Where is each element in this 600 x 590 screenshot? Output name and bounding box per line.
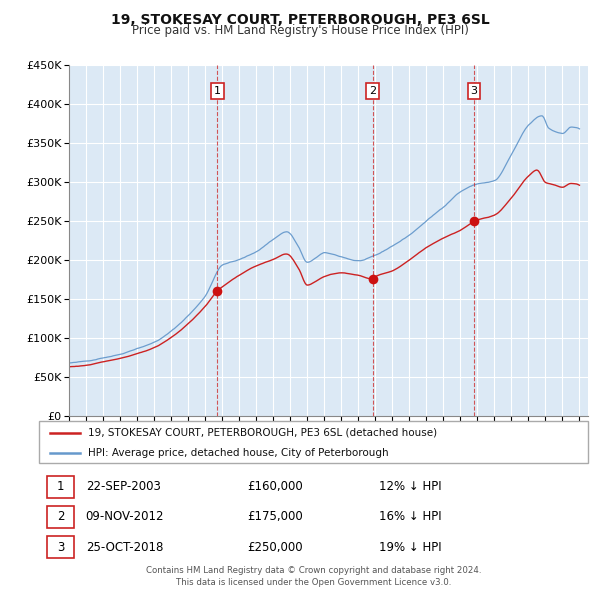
Text: 2: 2 [56, 510, 64, 523]
Text: 1: 1 [56, 480, 64, 493]
Text: 19, STOKESAY COURT, PETERBOROUGH, PE3 6SL (detached house): 19, STOKESAY COURT, PETERBOROUGH, PE3 6S… [88, 428, 437, 438]
Text: 22-SEP-2003: 22-SEP-2003 [86, 480, 161, 493]
Text: 09-NOV-2012: 09-NOV-2012 [86, 510, 164, 523]
Text: 16% ↓ HPI: 16% ↓ HPI [379, 510, 442, 523]
FancyBboxPatch shape [47, 536, 74, 558]
FancyBboxPatch shape [47, 506, 74, 528]
Text: Contains HM Land Registry data © Crown copyright and database right 2024.
This d: Contains HM Land Registry data © Crown c… [146, 566, 481, 586]
Text: 12% ↓ HPI: 12% ↓ HPI [379, 480, 442, 493]
Text: 1: 1 [214, 86, 221, 96]
Text: 19% ↓ HPI: 19% ↓ HPI [379, 540, 442, 553]
Text: 3: 3 [470, 86, 478, 96]
Text: 2: 2 [369, 86, 376, 96]
FancyBboxPatch shape [47, 476, 74, 497]
Text: Price paid vs. HM Land Registry's House Price Index (HPI): Price paid vs. HM Land Registry's House … [131, 24, 469, 37]
Text: £250,000: £250,000 [248, 540, 303, 553]
Text: 19, STOKESAY COURT, PETERBOROUGH, PE3 6SL: 19, STOKESAY COURT, PETERBOROUGH, PE3 6S… [110, 13, 490, 27]
Text: £175,000: £175,000 [248, 510, 304, 523]
Text: £160,000: £160,000 [248, 480, 304, 493]
Text: HPI: Average price, detached house, City of Peterborough: HPI: Average price, detached house, City… [88, 448, 389, 457]
Text: 25-OCT-2018: 25-OCT-2018 [86, 540, 163, 553]
Text: 3: 3 [57, 540, 64, 553]
